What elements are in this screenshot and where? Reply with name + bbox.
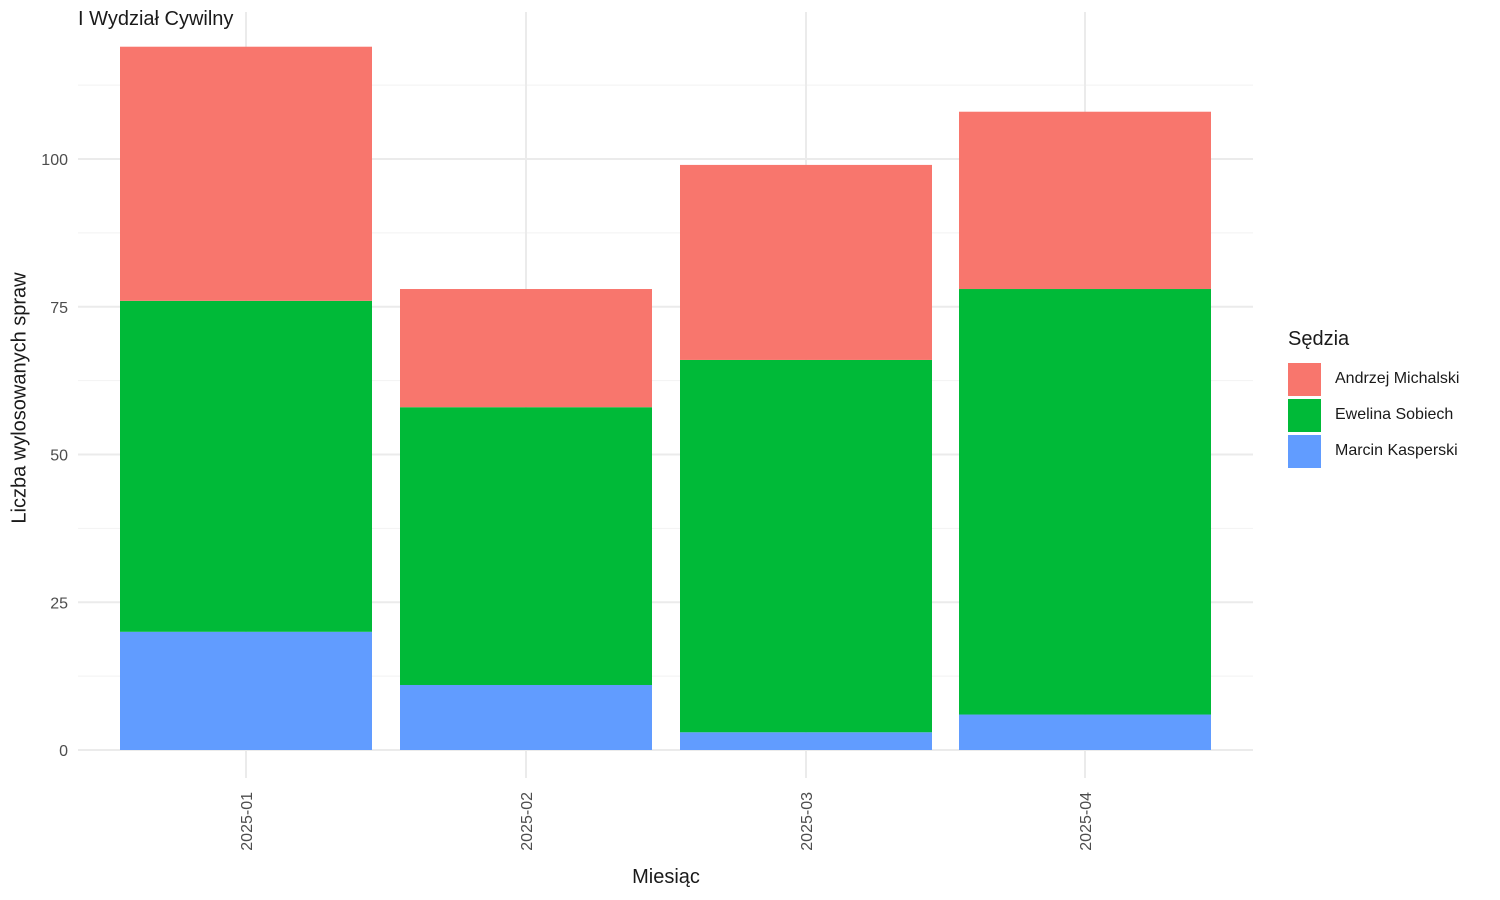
bar-andrzej-michalski-2025-01 (120, 46, 372, 301)
y-tick-label: 75 (50, 300, 68, 317)
bar-andrzej-michalski-2025-02 (400, 289, 652, 408)
legend-label: Marcin Kasperski (1335, 442, 1458, 459)
x-axis-label: Miesiąc (632, 866, 700, 888)
legend-key-andrzej-michalski (1288, 362, 1321, 396)
bar-ewelina-sobiech-2025-04 (959, 289, 1211, 715)
legend-item-andrzej-michalski: Andrzej Michalski (1288, 361, 1459, 397)
legend-key-ewelina-sobiech (1288, 398, 1321, 432)
bar-marcin-kasperski-2025-02 (400, 684, 652, 750)
legend-title: Sędzia (1288, 328, 1350, 350)
bar-ewelina-sobiech-2025-01 (120, 300, 372, 632)
bar-andrzej-michalski-2025-04 (959, 111, 1211, 290)
y-tick-label: 100 (41, 152, 68, 169)
legend: Sędzia Andrzej Michalski Ewelina Sobiech… (1288, 328, 1459, 469)
x-tick-label: 2025-04 (1078, 792, 1095, 851)
x-tick-label: 2025-01 (239, 792, 256, 851)
y-tick-label: 50 (50, 448, 68, 465)
bar-ewelina-sobiech-2025-03 (680, 359, 932, 733)
bar-andrzej-michalski-2025-03 (680, 164, 932, 360)
x-tick-label: 2025-03 (799, 792, 816, 851)
legend-item-marcin-kasperski: Marcin Kasperski (1288, 433, 1459, 469)
bar-ewelina-sobiech-2025-02 (400, 407, 652, 685)
legend-item-ewelina-sobiech: Ewelina Sobiech (1288, 397, 1459, 433)
bar-marcin-kasperski-2025-03 (680, 732, 932, 750)
y-axis-label: Liczba wylosowanych spraw (8, 272, 31, 524)
y-tick-label: 25 (50, 595, 68, 612)
y-tick-label: 0 (59, 743, 68, 760)
legend-label: Andrzej Michalski (1335, 370, 1460, 387)
bar-marcin-kasperski-2025-04 (959, 714, 1211, 750)
legend-key-marcin-kasperski (1288, 434, 1321, 468)
x-tick-label: 2025-02 (519, 792, 536, 851)
bar-marcin-kasperski-2025-01 (120, 631, 372, 750)
chart-title: I Wydział Cywilny (78, 8, 234, 30)
legend-label: Ewelina Sobiech (1335, 406, 1454, 423)
